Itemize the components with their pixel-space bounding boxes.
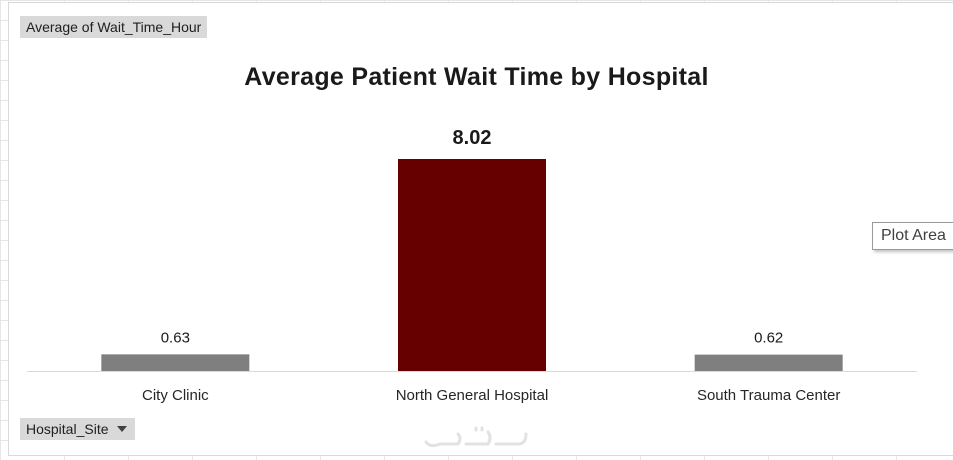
category-label-city-clinic: City Clinic: [142, 387, 209, 404]
watermark-logo: [424, 426, 528, 448]
bar-north-general-hospital[interactable]: [398, 159, 546, 371]
axis-field-label: Hospital_Site: [26, 421, 109, 437]
category-label-south-trauma-center: South Trauma Center: [697, 387, 840, 404]
bar-south-trauma-center[interactable]: [694, 354, 843, 371]
chart-title[interactable]: Average Patient Wait Time by Hospital: [244, 63, 709, 91]
chevron-down-icon[interactable]: [116, 426, 127, 432]
bar-city-clinic[interactable]: [101, 354, 250, 371]
data-label-south-trauma-center: 0.62: [754, 330, 783, 347]
plot-area-tooltip: Plot Area: [872, 222, 953, 250]
category-label-north-general-hospital: North General Hospital: [396, 387, 549, 404]
value-field-button[interactable]: Average of Wait_Time_Hour: [20, 16, 208, 38]
data-label-north-general-hospital: 8.02: [453, 127, 492, 149]
tooltip-text: Plot Area: [881, 227, 946, 244]
data-label-city-clinic: 0.63: [161, 329, 190, 346]
axis-field-button[interactable]: Hospital_Site: [20, 418, 135, 440]
